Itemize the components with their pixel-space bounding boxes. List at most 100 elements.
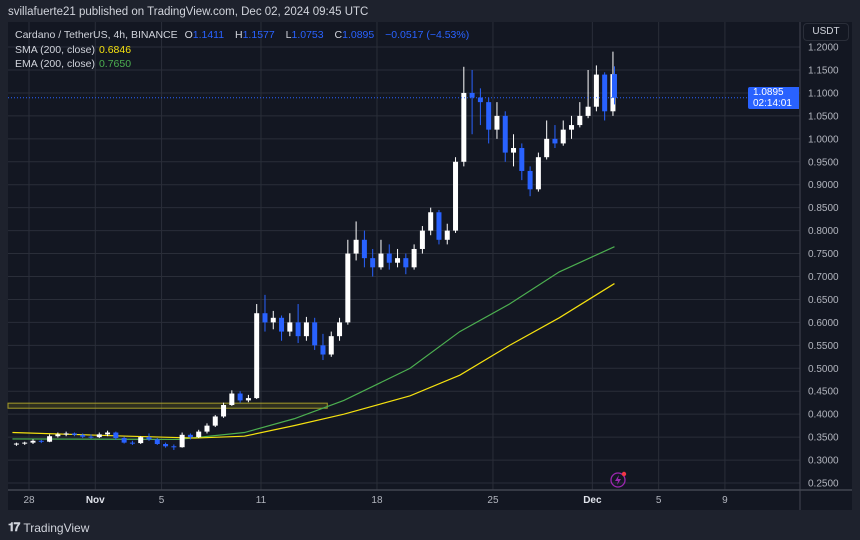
support-zone-rectangle[interactable] bbox=[7, 402, 328, 409]
candle-body[interactable] bbox=[544, 138, 550, 158]
candle-body[interactable] bbox=[585, 106, 591, 116]
candle-body[interactable] bbox=[361, 239, 367, 259]
candle-body[interactable] bbox=[611, 74, 617, 98]
candle-body[interactable] bbox=[254, 313, 260, 399]
candle-body[interactable] bbox=[312, 322, 318, 346]
candle-body[interactable] bbox=[535, 157, 541, 190]
candle-body[interactable] bbox=[577, 115, 583, 126]
candle-body[interactable] bbox=[121, 438, 127, 443]
candle-body[interactable] bbox=[486, 102, 492, 130]
candle-body[interactable] bbox=[229, 393, 235, 405]
candle-body[interactable] bbox=[569, 125, 575, 130]
candle-body[interactable] bbox=[138, 437, 144, 444]
candle-body[interactable] bbox=[30, 440, 36, 443]
candle-body[interactable] bbox=[353, 239, 359, 254]
candle-body[interactable] bbox=[386, 253, 392, 263]
candle-body[interactable] bbox=[237, 393, 243, 401]
candle-body[interactable] bbox=[320, 345, 326, 355]
candle-body[interactable] bbox=[378, 253, 384, 268]
candle-body[interactable] bbox=[461, 92, 467, 162]
symbol-legend: Cardano / TetherUS, 4h, BINANCE O1.1411 … bbox=[15, 29, 470, 41]
lightning-icon[interactable] bbox=[610, 472, 626, 488]
candle-body[interactable] bbox=[55, 434, 61, 437]
candle-body[interactable] bbox=[593, 74, 599, 107]
candle-body[interactable] bbox=[279, 317, 285, 332]
lightning-icon-glyph bbox=[615, 475, 621, 485]
time-tick-label: 5 bbox=[159, 495, 165, 506]
candle-body[interactable] bbox=[80, 434, 86, 437]
ema-line[interactable] bbox=[12, 246, 615, 441]
candle-body[interactable] bbox=[105, 432, 111, 435]
candle-body[interactable] bbox=[328, 336, 334, 355]
candle-body[interactable] bbox=[196, 431, 202, 438]
candle-body[interactable] bbox=[212, 416, 218, 426]
candle-body[interactable] bbox=[403, 258, 409, 268]
candle-body[interactable] bbox=[303, 322, 309, 337]
candle-body[interactable] bbox=[469, 92, 475, 98]
candle-body[interactable] bbox=[129, 442, 135, 444]
price-tick-label: 0.4000 bbox=[808, 410, 839, 421]
ema-legend[interactable]: EMA (200, close) 0.7650 bbox=[15, 58, 132, 70]
candle-body[interactable] bbox=[519, 148, 525, 171]
candle-body[interactable] bbox=[47, 436, 53, 442]
candle-body[interactable] bbox=[287, 322, 293, 332]
time-tick-label: 5 bbox=[656, 495, 662, 506]
candle-body[interactable] bbox=[527, 170, 533, 190]
price-tick-label: 0.9000 bbox=[808, 180, 839, 191]
candle-body[interactable] bbox=[370, 258, 376, 268]
candle-body[interactable] bbox=[262, 313, 268, 323]
candle-body[interactable] bbox=[552, 138, 558, 144]
candle-body[interactable] bbox=[179, 434, 185, 448]
price-tick-label: 0.8500 bbox=[808, 203, 839, 214]
sma-line[interactable] bbox=[12, 283, 615, 439]
tradingview-logo[interactable]: 𝟏𝟕 TradingView bbox=[8, 520, 90, 535]
candle-body[interactable] bbox=[71, 433, 77, 435]
candle-body[interactable] bbox=[295, 322, 301, 337]
chart-panel[interactable] bbox=[8, 22, 852, 510]
candle-body[interactable] bbox=[146, 437, 152, 440]
price-tick-label: 1.1000 bbox=[808, 88, 839, 99]
candle-body[interactable] bbox=[502, 115, 508, 153]
candle-body[interactable] bbox=[88, 436, 94, 438]
sma-legend[interactable]: SMA (200, close) 0.6846 bbox=[15, 44, 132, 56]
candle-body[interactable] bbox=[270, 317, 276, 323]
notification-dot bbox=[621, 471, 627, 477]
candle-body[interactable] bbox=[154, 439, 160, 445]
price-tick-label: 0.9500 bbox=[808, 157, 839, 168]
candle-body[interactable] bbox=[436, 212, 442, 240]
candle-body[interactable] bbox=[477, 97, 483, 103]
candle-body[interactable] bbox=[560, 129, 566, 144]
candle-body[interactable] bbox=[113, 432, 119, 439]
candle-body[interactable] bbox=[245, 398, 251, 401]
price-tick-label: 0.3500 bbox=[808, 433, 839, 444]
candle-body[interactable] bbox=[22, 442, 28, 444]
candle-body[interactable] bbox=[453, 161, 459, 231]
candle-body[interactable] bbox=[511, 148, 517, 153]
candle-body[interactable] bbox=[428, 212, 434, 231]
time-tick-label: Dec bbox=[583, 495, 602, 506]
symbol-title[interactable]: Cardano / TetherUS, 4h, BINANCE bbox=[15, 29, 178, 41]
price-tick-label: 0.5000 bbox=[808, 364, 839, 375]
candle-body[interactable] bbox=[419, 230, 425, 249]
time-tick-label: 28 bbox=[23, 495, 35, 506]
price-tick-label: 1.1500 bbox=[808, 66, 839, 77]
candle-body[interactable] bbox=[602, 74, 608, 112]
high-value: 1.1577 bbox=[242, 29, 275, 41]
candle-body[interactable] bbox=[444, 230, 450, 240]
candle-body[interactable] bbox=[38, 440, 44, 442]
candle-body[interactable] bbox=[187, 434, 193, 438]
candle-body[interactable] bbox=[395, 258, 401, 263]
candle-body[interactable] bbox=[13, 443, 19, 445]
candle-body[interactable] bbox=[411, 248, 417, 268]
currency-button[interactable]: USDT bbox=[803, 23, 849, 41]
candle-body[interactable] bbox=[345, 253, 351, 323]
candle-body[interactable] bbox=[163, 444, 169, 447]
candle-body[interactable] bbox=[96, 434, 102, 438]
candle-body[interactable] bbox=[221, 404, 227, 417]
candle-body[interactable] bbox=[171, 446, 177, 448]
candle-body[interactable] bbox=[63, 433, 69, 435]
candle-body[interactable] bbox=[494, 115, 500, 130]
candle-body[interactable] bbox=[337, 322, 343, 337]
candle-body[interactable] bbox=[204, 425, 210, 432]
